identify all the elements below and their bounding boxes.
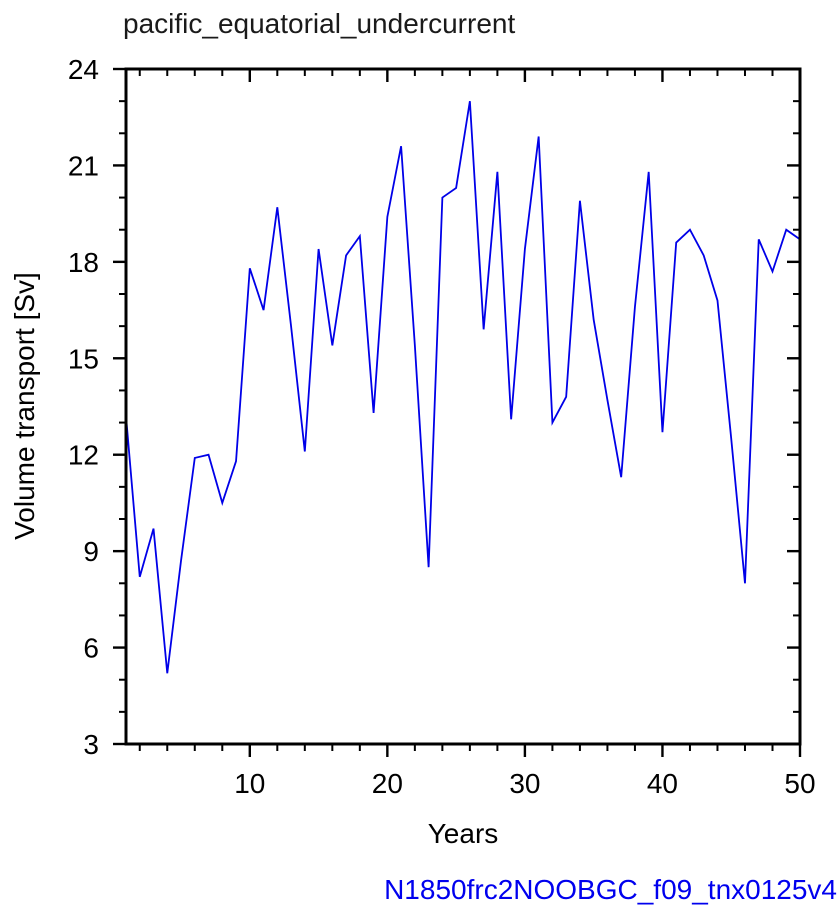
y-tick-label: 3 (83, 729, 99, 760)
y-axis-tick-labels: 3 6 9 12 15 18 21 24 (68, 54, 99, 760)
axis-ticks (113, 67, 802, 757)
x-tick-label: 40 (647, 768, 678, 799)
x-tick-label: 30 (509, 768, 540, 799)
series-line (125, 100, 801, 674)
x-tick-label: 10 (234, 768, 265, 799)
x-tick-label: 20 (372, 768, 403, 799)
data-line (125, 100, 801, 674)
y-axis-title: Volume transport [Sv] (9, 272, 40, 540)
y-tick-label: 9 (83, 536, 99, 567)
plot-frame (124, 67, 802, 746)
annotation-run-id: N1850frc2NOOBGC_f09_tnx0125v4 (384, 874, 837, 905)
x-axis-title: Years (428, 818, 499, 849)
y-tick-label: 21 (68, 150, 99, 181)
y-tick-label: 24 (68, 54, 99, 85)
y-tick-label: 12 (68, 440, 99, 471)
chart-title: pacific_equatorial_undercurrent (123, 8, 515, 39)
x-axis-tick-labels: 10 20 30 40 50 (234, 768, 815, 799)
x-tick-label: 50 (784, 768, 815, 799)
y-tick-label: 18 (68, 247, 99, 278)
y-tick-label: 6 (83, 633, 99, 664)
y-tick-label: 15 (68, 343, 99, 374)
